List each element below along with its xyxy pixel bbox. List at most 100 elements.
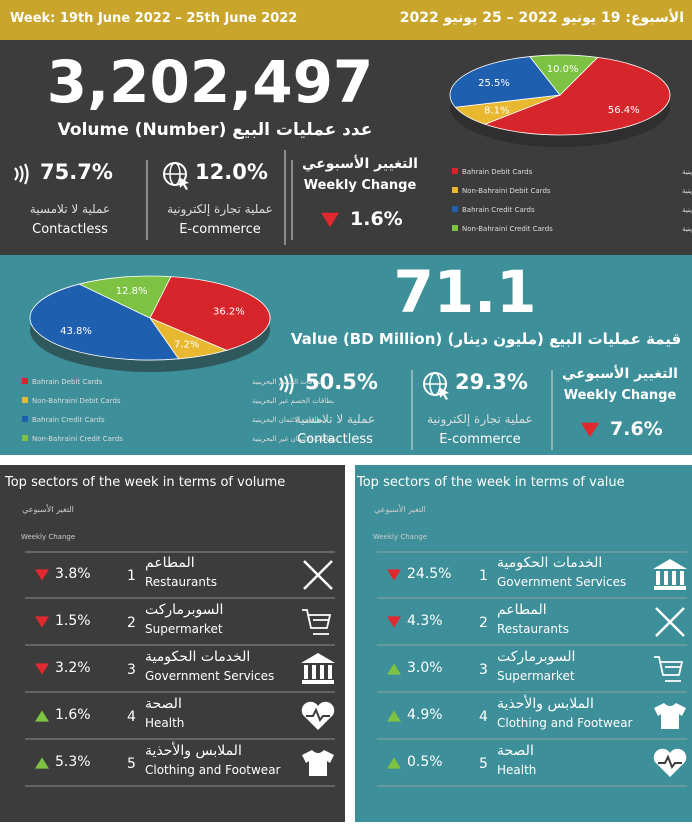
cursor-icon xyxy=(439,387,449,400)
change-arrow xyxy=(581,422,599,438)
pie-slice xyxy=(29,283,180,361)
sector-rank: 1 xyxy=(479,568,488,584)
change-arrow xyxy=(35,569,49,581)
sector-ar: المطاعم xyxy=(145,555,195,571)
legend-label: Non-Bahraini Debit Cards xyxy=(462,187,551,195)
sector-en: Clothing and Footwear xyxy=(145,763,281,777)
pie-slice xyxy=(149,276,271,351)
sector-icon xyxy=(655,607,685,637)
sector-ar: السوبرماركت xyxy=(145,602,224,618)
sector-rank: 4 xyxy=(127,709,136,725)
sector-ar: الصحة xyxy=(497,743,534,759)
header-right: الأسبوع: 19 يونيو 2022 – 25 يونيو 2022 xyxy=(399,10,684,26)
legend-label-ar: بطاقات الائتمان غير البحرينية xyxy=(682,225,692,233)
legend-label-ar: بطاقات الخصم غير البحرينية xyxy=(252,397,334,405)
legend-swatch xyxy=(452,187,458,193)
contactless-icon xyxy=(284,375,289,393)
sector-icon xyxy=(654,656,684,682)
legend-swatch xyxy=(452,206,458,212)
slice-label: 12.8% xyxy=(116,286,148,297)
sectors-title: Top sectors of the week in terms of valu… xyxy=(357,475,625,490)
sector-en: Government Services xyxy=(497,575,627,589)
sector-icon xyxy=(672,571,676,585)
sector-icon xyxy=(304,665,308,679)
slice-label: 56.4% xyxy=(608,105,640,116)
sector-change: 4.3% xyxy=(407,613,443,629)
weekly-value: 1.6% xyxy=(350,208,403,230)
sector-icon xyxy=(664,571,668,585)
sector-en: Health xyxy=(145,716,185,730)
legend-label: Bahrain Debit Cards xyxy=(462,168,533,176)
sector-ar: الملابس والأحذية xyxy=(145,743,242,759)
sector-rank: 2 xyxy=(127,615,136,631)
sector-rank: 5 xyxy=(479,756,488,772)
legend-label: Non-Bahraini Credit Cards xyxy=(32,435,123,443)
change-arrow xyxy=(321,212,339,228)
sector-change: 5.3% xyxy=(55,754,91,770)
change-arrow xyxy=(35,663,49,675)
slice-label: 43.8% xyxy=(60,326,92,337)
sector-ar: الصحة xyxy=(145,696,182,712)
sector-en: Supermarket xyxy=(497,669,575,683)
contactless-value: 75.7% xyxy=(40,160,113,184)
slice-label: 10.0% xyxy=(547,64,579,75)
change-arrow xyxy=(387,616,401,628)
sector-icon xyxy=(656,571,660,585)
weekly-ar: التغيير الأسبوعي xyxy=(562,366,678,382)
legend-label: Bahrain Credit Cards xyxy=(462,206,535,214)
value-label: Value (BD Million) قيمة عمليات البيع (مل… xyxy=(290,330,682,348)
sector-change: 24.5% xyxy=(407,566,452,582)
sector-icon xyxy=(654,703,686,729)
pie-slice xyxy=(483,56,671,136)
sector-rank: 4 xyxy=(479,709,488,725)
sector-rank: 3 xyxy=(127,662,136,678)
legend-swatch xyxy=(452,225,458,231)
sector-change: 1.6% xyxy=(55,707,91,723)
slice-label: 8.1% xyxy=(484,106,509,117)
legend-label-ar: بطاقات الخصم البحرينية xyxy=(252,378,322,386)
weekly-en: Weekly Change xyxy=(303,178,417,193)
contactless-icon xyxy=(19,165,24,183)
pie-slice xyxy=(528,54,599,96)
weekly-header-en: Weekly Change xyxy=(372,533,428,541)
weekly-header-ar: التغير الأسبوعي xyxy=(374,505,426,514)
weekly-header-ar: التغير الأسبوعي xyxy=(22,505,74,514)
legend-swatch xyxy=(22,416,28,422)
sector-icon xyxy=(306,707,330,723)
sector-ar: الخدمات الحكومية xyxy=(145,649,251,665)
legend-label: Non-Bahraini Credit Cards xyxy=(462,225,553,233)
contactless-icon xyxy=(24,163,29,185)
sector-rank: 5 xyxy=(127,756,136,772)
sector-change: 4.9% xyxy=(407,707,443,723)
legend-swatch xyxy=(22,378,28,384)
sector-change: 3.2% xyxy=(55,660,91,676)
sector-icon xyxy=(312,665,316,679)
legend-label: Non-Bahraini Debit Cards xyxy=(32,397,121,405)
contactless-icon xyxy=(14,167,19,181)
sectors-value-panel xyxy=(355,465,692,822)
sector-ar: السوبرماركت xyxy=(497,649,576,665)
sector-icon xyxy=(301,653,335,684)
legend-swatch xyxy=(22,397,28,403)
sector-change: 1.5% xyxy=(55,613,91,629)
sector-icon xyxy=(680,571,684,585)
ecommerce-ar: عملية تجارة إلكترونية xyxy=(167,202,273,216)
legend-label-ar: بطاقات الخصم البحرينية xyxy=(682,168,692,176)
sector-icon xyxy=(653,559,687,590)
sector-icon xyxy=(320,665,324,679)
slice-label: 7.2% xyxy=(174,340,199,351)
slice-label: 36.2% xyxy=(213,307,245,318)
ecommerce-value: 12.0% xyxy=(195,160,268,184)
change-arrow xyxy=(387,710,401,722)
sector-icon xyxy=(303,560,333,590)
sector-icon xyxy=(302,609,332,635)
contactless-icon xyxy=(289,373,294,395)
sector-en: Supermarket xyxy=(145,622,223,636)
sector-en: Restaurants xyxy=(497,622,569,636)
legend-label-ar: بطاقات الخصم غير البحرينية xyxy=(682,187,692,195)
header-bar xyxy=(0,0,692,40)
change-arrow xyxy=(387,569,401,581)
legend-swatch xyxy=(22,435,28,441)
